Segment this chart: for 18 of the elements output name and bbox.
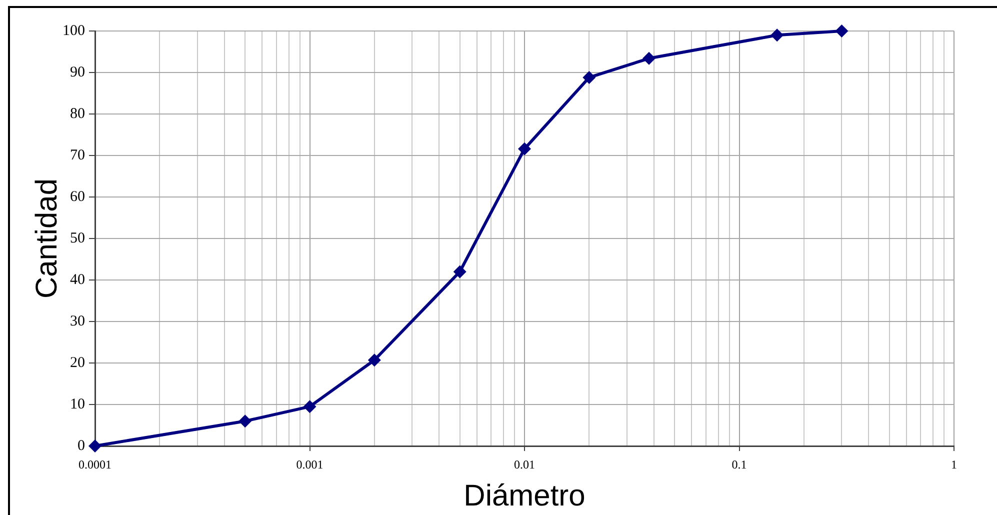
y-tick-label: 70 (70, 147, 85, 164)
y-tick-label: 60 (70, 188, 85, 205)
y-tick-label: 100 (62, 22, 85, 39)
x-tick-label: 1 (951, 457, 957, 472)
x-tick-label: 0.1 (732, 457, 747, 472)
x-tick-label: 0.0001 (78, 457, 112, 472)
y-tick-label: 90 (70, 64, 85, 80)
y-tick-label: 30 (70, 313, 85, 330)
y-tick-label: 40 (70, 272, 85, 288)
y-tick-label: 20 (70, 354, 85, 371)
y-tick-label: 10 (70, 396, 85, 412)
y-axis-title: Cantidad (30, 178, 64, 299)
y-tick-label: 0 (78, 438, 85, 454)
x-axis-title: Diámetro (464, 479, 586, 512)
x-tick-label: 0.001 (296, 457, 324, 472)
y-tick-label: 80 (70, 106, 85, 122)
y-tick-label: 50 (70, 230, 85, 246)
x-tick-label: 0.01 (514, 457, 535, 472)
